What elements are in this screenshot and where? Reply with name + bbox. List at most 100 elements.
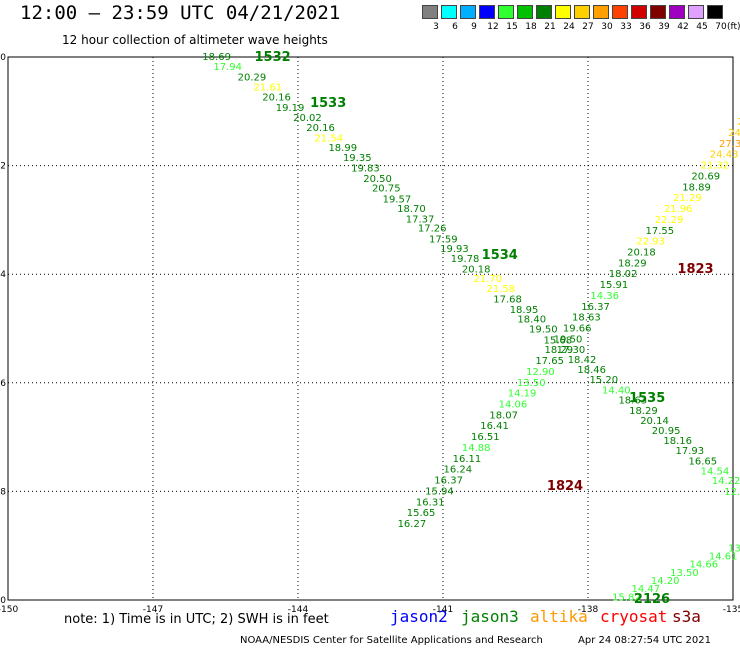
wave-height-label: 14.47 — [632, 584, 661, 595]
units-note: note: 1) Time is in UTC; 2) SWH is in fe… — [64, 612, 329, 627]
wave-height-label: 18.07 — [489, 410, 518, 421]
wave-height-label: 14.20 — [651, 576, 680, 587]
wave-height-label: 18.95 — [510, 305, 539, 316]
legend-label: 39 — [658, 22, 670, 32]
wave-height-label: 18.42 — [568, 355, 597, 366]
pass-number-label: 1532 — [255, 50, 291, 65]
wave-height-label: 24.43 — [710, 150, 739, 161]
legend-label: 33 — [620, 22, 632, 32]
wave-height-label: 20.18 — [627, 247, 656, 258]
wave-height-label: 18.40 — [517, 314, 546, 325]
wave-height-label: 18.69 — [202, 52, 231, 63]
wave-height-label: 18.63 — [572, 313, 601, 324]
x-tick-label: -144 — [288, 605, 309, 615]
satellite-jason2: jason2 — [390, 607, 448, 626]
x-tick-label: -147 — [143, 605, 163, 615]
wave-height-label: 20.02 — [293, 113, 322, 124]
wave-height-label: 18.29 — [545, 345, 574, 356]
wave-height-label: 12.18 — [724, 487, 740, 498]
wave-height-label: 14.66 — [690, 560, 719, 571]
wave-height-label: 17.59 — [429, 234, 458, 245]
wave-height-label: 14.19 — [508, 389, 537, 400]
legend-swatch — [574, 5, 590, 19]
wave-height-label: 16.51 — [471, 432, 500, 443]
legend-swatch — [422, 5, 438, 19]
wave-height-label: 19.78 — [451, 254, 480, 265]
wave-height-label: 15.94 — [425, 486, 454, 497]
wave-height-label: 15.65 — [407, 508, 436, 519]
wave-height-label: 15.82 — [612, 592, 641, 603]
wave-height-label: 14.36 — [590, 291, 619, 302]
legend-swatch — [517, 5, 533, 19]
legend-swatch — [555, 5, 571, 19]
y-tick-label: -56 — [0, 379, 6, 389]
wave-height-label: 14.54 — [701, 466, 730, 477]
wave-height-label: 17.37 — [406, 214, 435, 225]
satellite-cryosat: cryosat — [600, 607, 668, 626]
wave-height-label: 20.29 — [238, 73, 267, 84]
wave-height-label: 15.91 — [600, 280, 629, 291]
wave-height-label: 19.50 — [529, 325, 558, 336]
wave-height-label: 20.95 — [652, 426, 681, 437]
wave-height-label: 15.20 — [589, 375, 618, 386]
wave-height-label: 16.41 — [480, 421, 509, 432]
y-tick-label: -52 — [0, 162, 6, 172]
wave-height-label: 16.37 — [434, 476, 463, 487]
wave-height-label: 17.26 — [418, 224, 447, 235]
wave-height-label: 20.16 — [306, 123, 335, 134]
wave-height-label: 18.29 — [629, 406, 658, 417]
wave-height-label: 17.68 — [493, 295, 522, 306]
wave-height-label: 21.54 — [314, 133, 343, 144]
legend-label: 15 — [506, 22, 518, 32]
wave-height-label: 22.93 — [636, 237, 665, 248]
y-tick-label: -50 — [0, 53, 6, 63]
legend-label: 36 — [639, 22, 651, 32]
wave-height-label: 21.70 — [473, 274, 502, 285]
wave-height-label: 18.99 — [328, 143, 357, 154]
wave-height-label: 12.90 — [526, 367, 555, 378]
legend-swatch — [536, 5, 552, 19]
satellite-s3a: s3a — [672, 607, 701, 626]
legend-label: 9 — [471, 22, 477, 32]
legend-swatch — [688, 5, 704, 19]
wave-height-label: 27.32 — [719, 139, 740, 150]
wave-height-label: 19.83 — [351, 163, 380, 174]
y-tick-label: -54 — [0, 270, 6, 280]
wave-height-label: 20.75 — [372, 183, 401, 194]
wave-height-label: 21.58 — [487, 284, 516, 295]
wave-height-label: 19.35 — [343, 153, 372, 164]
wave-height-label: 14.22 — [712, 476, 740, 487]
wave-height-label: 15.68 — [544, 335, 573, 346]
wave-height-label: 20.18 — [462, 264, 491, 275]
x-tick-label: -138 — [578, 605, 599, 615]
legend-label: 42 — [677, 22, 689, 32]
legend-swatch — [707, 5, 723, 19]
wave-height-label: 16.27 — [398, 519, 427, 530]
wave-height-label: 16.24 — [443, 465, 472, 476]
pass-number-label: 1534 — [482, 248, 518, 263]
wave-height-label: 22.29 — [655, 215, 684, 226]
y-tick-label: -60 — [0, 596, 6, 606]
wave-height-label: 14.61 — [709, 552, 738, 563]
legend-unit: (ft) — [727, 22, 740, 32]
timestamp: Apr 24 08:27:54 UTC 2021 — [578, 635, 711, 646]
y-tick-label: -58 — [0, 487, 6, 497]
legend-swatch — [612, 5, 628, 19]
legend-label: 45 — [696, 22, 708, 32]
plot-frame — [7, 56, 734, 601]
legend-swatch — [498, 5, 514, 19]
wave-height-label: 18.46 — [577, 365, 606, 376]
wave-height-label: 18.89 — [682, 182, 711, 193]
wave-height-label: 19.66 — [563, 324, 592, 335]
wave-height-label: 18.70 — [397, 204, 426, 215]
pass-number-label: 1824 — [547, 479, 583, 494]
chart-subtitle: 12 hour collection of altimeter wave hei… — [62, 33, 328, 47]
wave-height-label: 20.50 — [363, 174, 392, 185]
wave-height-label: 21.32 — [701, 161, 730, 172]
legend-label: 18 — [525, 22, 537, 32]
legend-label: 27 — [582, 22, 594, 32]
legend-label: 3 — [433, 22, 439, 32]
wave-height-label: 21.96 — [664, 204, 693, 215]
wave-height-label: 13.50 — [517, 378, 546, 389]
x-tick-label: -150 — [0, 605, 18, 615]
